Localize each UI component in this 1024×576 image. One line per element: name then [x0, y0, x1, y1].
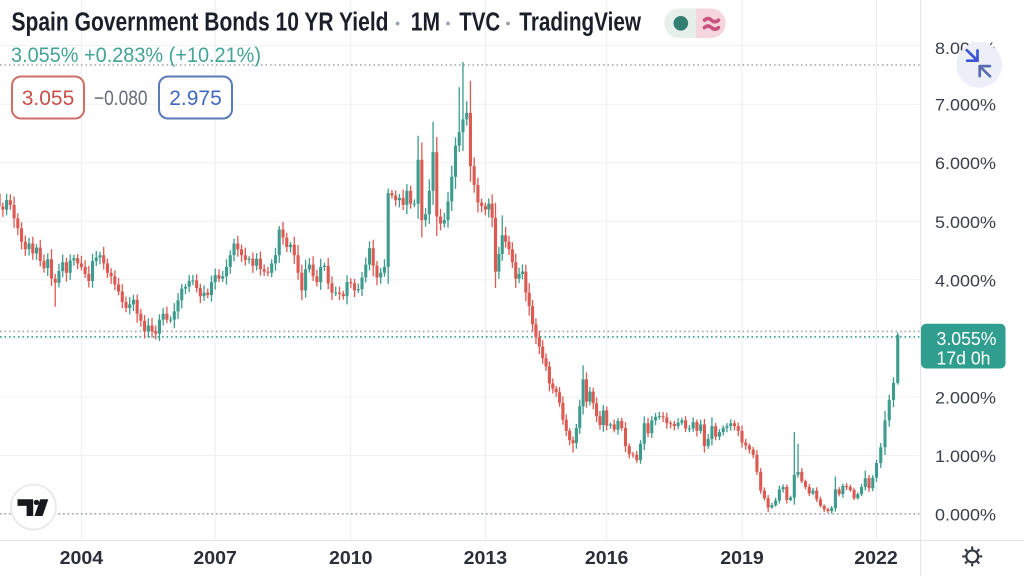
svg-text:2019: 2019	[720, 548, 764, 568]
svg-text:2022: 2022	[854, 548, 898, 568]
svg-text:2007: 2007	[193, 548, 237, 568]
svg-text:7.000%: 7.000%	[935, 96, 996, 115]
svg-text:2004: 2004	[60, 548, 104, 568]
svg-text:1M: 1M	[411, 9, 440, 37]
svg-text:2013: 2013	[464, 548, 508, 568]
svg-text:3.055% +0.283% (+10.21%): 3.055% +0.283% (+10.21%)	[11, 44, 261, 67]
svg-text:6.000%: 6.000%	[935, 154, 996, 173]
svg-text:4.000%: 4.000%	[935, 271, 996, 290]
svg-text:1.000%: 1.000%	[935, 447, 996, 466]
svg-text:3.055: 3.055	[22, 87, 75, 110]
svg-text:2010: 2010	[329, 548, 373, 568]
svg-text:TradingView: TradingView	[519, 9, 641, 37]
svg-text:Spain Government Bonds 10 YR Y: Spain Government Bonds 10 YR Yield	[12, 9, 389, 37]
svg-text:0.000%: 0.000%	[935, 506, 996, 525]
svg-text:−0.080: −0.080	[94, 87, 148, 110]
svg-text:2.975: 2.975	[169, 87, 222, 110]
svg-text:3.055%: 3.055%	[937, 329, 997, 349]
svg-text:5.000%: 5.000%	[935, 213, 996, 232]
svg-text:2016: 2016	[585, 548, 629, 568]
svg-text:17d 0h: 17d 0h	[937, 349, 991, 369]
svg-text:2.000%: 2.000%	[935, 388, 996, 407]
svg-text:TVC: TVC	[459, 9, 500, 37]
